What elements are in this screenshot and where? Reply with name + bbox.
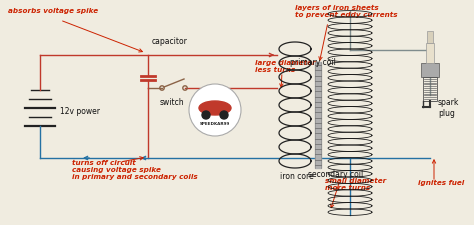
Text: switch: switch <box>160 98 185 107</box>
Text: layers of iron sheets
to prevent eddy currents: layers of iron sheets to prevent eddy cu… <box>295 5 398 18</box>
Text: turns off circuit
causing voltage spike
in primary and secondary coils: turns off circuit causing voltage spike … <box>72 160 198 180</box>
Text: iron core: iron core <box>280 172 314 181</box>
Bar <box>421 63 439 77</box>
Circle shape <box>189 84 241 136</box>
Circle shape <box>202 111 210 119</box>
Circle shape <box>220 111 228 119</box>
Text: secondary coil: secondary coil <box>309 170 364 179</box>
Text: large diameter
less turns: large diameter less turns <box>255 60 316 73</box>
Text: primary coil: primary coil <box>290 58 336 67</box>
Text: SPEEDKAR99: SPEEDKAR99 <box>200 122 230 126</box>
Text: absorbs voltage spike: absorbs voltage spike <box>8 8 98 14</box>
Bar <box>427 31 433 43</box>
Bar <box>423 77 437 101</box>
Text: small diameter
more turns: small diameter more turns <box>325 178 386 191</box>
Text: 12v power: 12v power <box>60 108 100 117</box>
Text: capacitor: capacitor <box>152 38 188 47</box>
Bar <box>426 43 434 63</box>
Text: ignites fuel: ignites fuel <box>418 180 464 186</box>
Ellipse shape <box>199 101 231 115</box>
Bar <box>315 62 321 168</box>
Text: spark
plug: spark plug <box>438 98 459 118</box>
